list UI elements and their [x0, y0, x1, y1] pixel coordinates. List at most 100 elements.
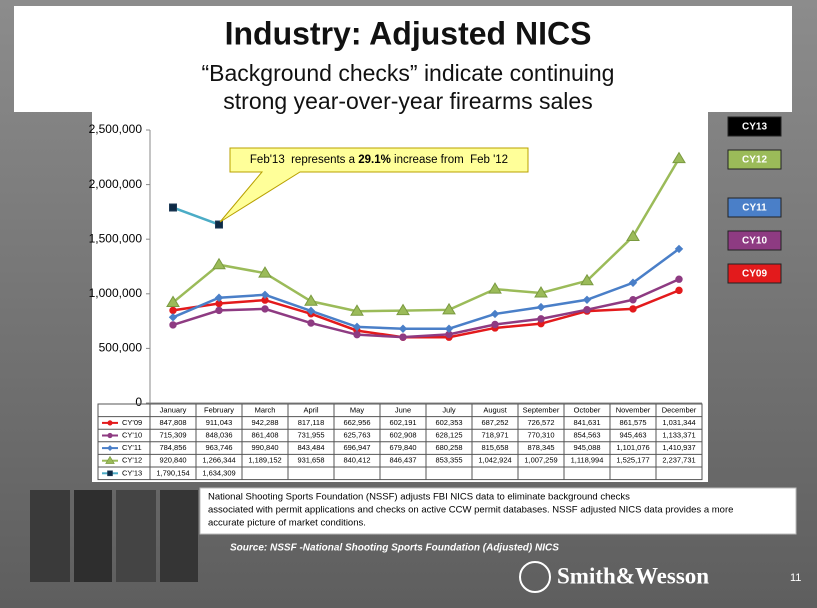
- line: [172, 278, 680, 339]
- table-cell: 718,971: [481, 430, 508, 439]
- series: [169, 203, 223, 229]
- table-cell: 731,955: [297, 430, 324, 439]
- x-tick-label: May: [350, 405, 364, 414]
- x-tick-label: September: [523, 405, 560, 414]
- logo: Smith&Wesson: [557, 563, 709, 588]
- marker: [350, 304, 364, 316]
- marker: [629, 305, 637, 313]
- table-cell: 1,118,994: [571, 456, 604, 465]
- table-cell: 861,575: [619, 418, 646, 427]
- marker: [353, 330, 361, 339]
- marker: [675, 286, 683, 295]
- legend-label: CY'10: [122, 430, 142, 439]
- table-cell: 878,345: [527, 443, 554, 452]
- marker: [675, 275, 683, 283]
- table-cell: 602,908: [389, 430, 416, 439]
- table-cell: 1,031,344: [662, 418, 695, 427]
- title: Industry: Adjusted NICS: [225, 15, 592, 51]
- table-cell: 662,956: [343, 418, 370, 427]
- table-cell: 853,355: [435, 456, 462, 465]
- table-cell: 942,288: [251, 418, 278, 427]
- legend-box: [727, 149, 782, 170]
- legend-label: CY'11: [122, 443, 142, 452]
- table-cell: 817,118: [298, 418, 325, 427]
- y-tick-label: 500,000: [99, 341, 143, 355]
- line: [172, 247, 680, 331]
- marker: [261, 305, 269, 313]
- marker: [352, 322, 362, 332]
- marker: [258, 266, 272, 278]
- table-cell: 846,437: [389, 456, 416, 465]
- marker: [626, 229, 640, 241]
- photo: [30, 490, 70, 582]
- marker: [107, 420, 113, 426]
- marker: [307, 319, 315, 327]
- table-cell: 679,840: [389, 443, 416, 452]
- marker: [169, 203, 177, 212]
- x-tick-label: March: [255, 405, 276, 414]
- table-cell: 840,412: [343, 456, 370, 465]
- subtitle: “Background checks” indicate continuing: [202, 60, 615, 86]
- x-tick-label: October: [574, 405, 601, 414]
- table-cell: 911,043: [206, 418, 233, 427]
- series: [168, 244, 684, 333]
- marker: [212, 257, 226, 270]
- table-cell: 625,763: [343, 430, 370, 439]
- y-tick-label: 1,000,000: [89, 286, 143, 300]
- logo-icon: [519, 561, 551, 593]
- annotation-part: Feb'13 represents a: [250, 154, 358, 166]
- marker: [674, 244, 684, 254]
- table-cell: 841,631: [573, 418, 600, 427]
- x-tick-label: June: [395, 405, 411, 414]
- table-cell: 1,189,152: [248, 456, 281, 465]
- table-cell: 848,036: [205, 430, 232, 439]
- marker: [488, 282, 502, 294]
- y-tick-label: 0: [135, 395, 142, 409]
- table-cell: 687,252: [481, 418, 508, 427]
- marker: [107, 432, 113, 439]
- table-cell: 1,525,177: [616, 456, 649, 465]
- page-number: 11: [790, 572, 801, 584]
- legend-box-label: CY09: [742, 269, 767, 280]
- legend-box-label: CY11: [742, 203, 767, 214]
- table-cell: 854,563: [573, 430, 600, 439]
- note-box: [199, 487, 797, 535]
- table-cell: 696,947: [343, 443, 370, 452]
- legend-box-label: CY13: [742, 122, 767, 133]
- x-tick-label: January: [160, 405, 187, 414]
- title-panel: [14, 6, 792, 112]
- marker: [215, 220, 223, 229]
- marker: [444, 324, 454, 333]
- marker: [105, 455, 115, 464]
- table-cell: 1,634,309: [202, 468, 235, 477]
- table-cell: 1,266,344: [202, 456, 235, 465]
- annotation-part: 29.1%: [358, 154, 391, 166]
- table-cell: 1,133,371: [662, 430, 695, 439]
- note: accurate picture of market conditions.: [208, 518, 366, 529]
- note: associated with permit applications and …: [208, 505, 733, 516]
- marker: [490, 309, 500, 319]
- marker: [672, 151, 686, 164]
- marker: [260, 290, 270, 300]
- legend-box-label: CY12: [742, 155, 767, 166]
- table-cell: 945,463: [619, 430, 646, 439]
- table-cell: 2,237,731: [662, 456, 695, 465]
- marker: [398, 324, 408, 333]
- line: [172, 289, 680, 339]
- source: Source: NSSF -National Shooting Sports F…: [230, 543, 559, 554]
- legend-label: CY'09: [122, 418, 142, 427]
- table-cell: 920,840: [159, 456, 186, 465]
- marker: [306, 306, 316, 316]
- table-cell: 602,353: [435, 418, 462, 427]
- marker: [169, 321, 177, 329]
- marker: [304, 294, 318, 306]
- marker: [537, 315, 545, 323]
- table-cell: 963,746: [205, 443, 232, 452]
- y-tick-label: 2,000,000: [89, 177, 143, 191]
- marker: [169, 306, 177, 315]
- x-tick-label: February: [204, 405, 234, 414]
- table-cell: 602,191: [389, 418, 416, 427]
- table-cell: 784,856: [159, 443, 186, 452]
- table-cell: 680,258: [435, 443, 462, 452]
